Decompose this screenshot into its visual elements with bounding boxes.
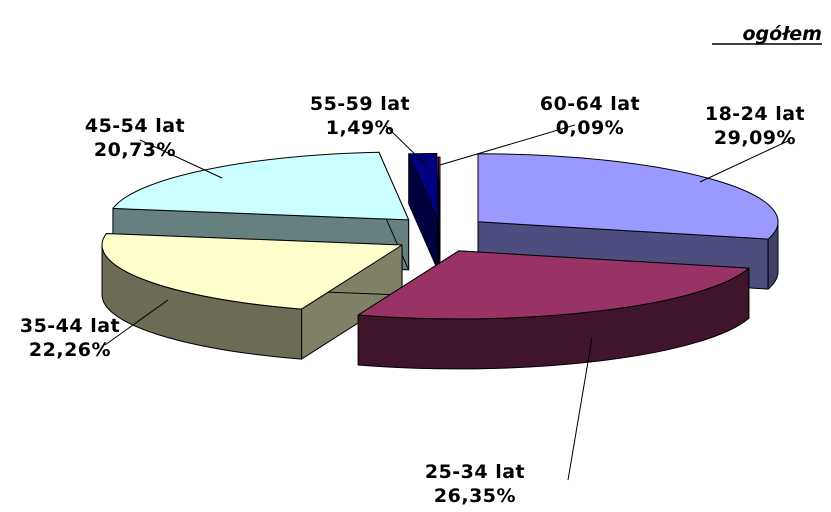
- slice-label: 45-54 lat 20,73%: [85, 115, 185, 161]
- slice-label: 55-59 lat 1,49%: [310, 93, 410, 139]
- slice-category-label: 45-54 lat: [85, 115, 185, 137]
- slice-label: 18-24 lat 29,09%: [705, 103, 805, 149]
- slice-category-label: 35-44 lat: [20, 315, 120, 337]
- slice-label: 25-34 lat 26,35%: [425, 461, 525, 507]
- slice-value-label: 22,26%: [29, 339, 111, 361]
- slice-category-label: 55-59 lat: [310, 93, 410, 115]
- slice-top: [437, 156, 441, 226]
- slice-55-59-lat: [408, 153, 439, 273]
- chart-title: ogółem: [742, 23, 822, 45]
- leader-line: [567, 337, 593, 481]
- slice-value-label: 26,35%: [434, 485, 516, 507]
- slice-label: 60-64 lat 0,09%: [540, 93, 640, 139]
- slice-value-label: 0,09%: [556, 117, 624, 139]
- slice-25-34-lat: [357, 250, 750, 370]
- slice-labels: 18-24 lat 29,09%25-34 lat 26,35%35-44 lat 2…: [20, 93, 805, 507]
- slice-value-label: 29,09%: [714, 127, 796, 149]
- slice-value-label: 1,49%: [326, 117, 394, 139]
- slice-top: [477, 153, 779, 240]
- slice-category-label: 25-34 lat: [425, 461, 525, 483]
- leader-line: [439, 124, 576, 166]
- slice-top: [101, 233, 403, 310]
- pie-slices: [101, 151, 779, 370]
- leader-line: [139, 139, 223, 179]
- slice-category-label: 18-24 lat: [705, 103, 805, 125]
- leader-line: [699, 139, 791, 183]
- leader-lines: [104, 124, 791, 481]
- slice-top: [408, 153, 439, 223]
- slice-35-44-lat: [101, 233, 403, 360]
- leader-line: [384, 124, 427, 166]
- slice-value-label: 20,73%: [94, 139, 176, 161]
- slice-category-label: 60-64 lat: [540, 93, 640, 115]
- slice-top: [112, 151, 410, 221]
- slice-label: 35-44 lat 22,26%: [20, 315, 120, 361]
- slice-top: [357, 250, 750, 320]
- leader-line: [104, 299, 169, 346]
